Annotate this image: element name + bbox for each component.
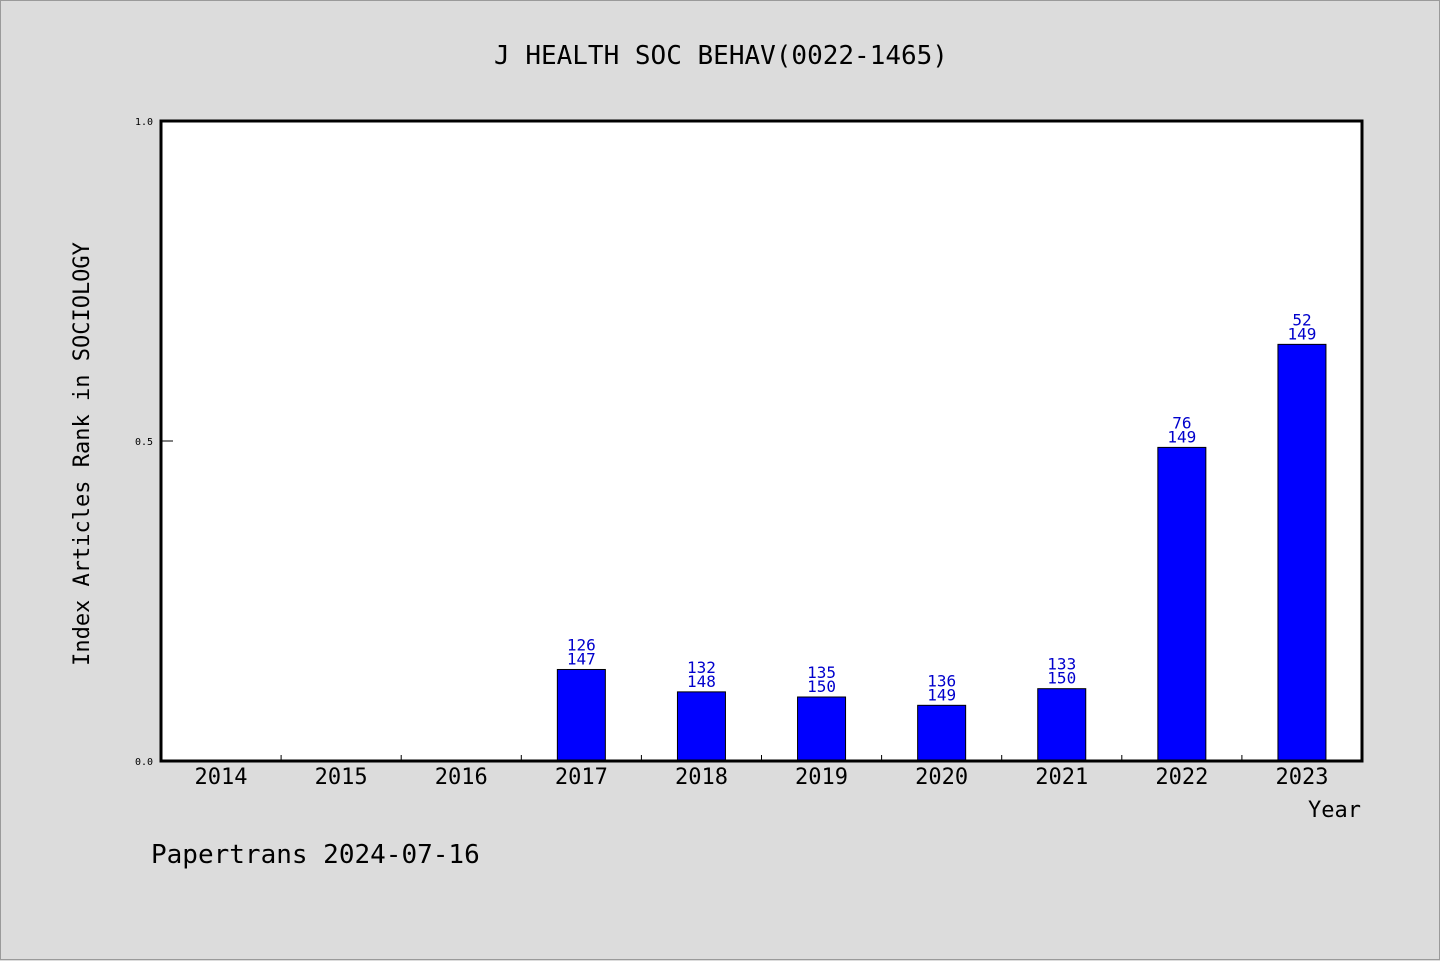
data-label-rank: 76 bbox=[1172, 413, 1191, 432]
bar-2023 bbox=[1277, 343, 1327, 762]
y-tick-label: 0.5 bbox=[135, 437, 153, 448]
y-axis-label: Index Articles Rank in SOCIOLOGY bbox=[70, 242, 95, 666]
x-tick-label: 2015 bbox=[315, 765, 368, 790]
data-label-rank: 126 bbox=[567, 635, 596, 654]
footer-credit: Papertrans 2024-07-16 bbox=[151, 840, 480, 870]
bar-2019 bbox=[797, 696, 847, 762]
x-axis-label: Year bbox=[1308, 798, 1361, 823]
bar-2017 bbox=[556, 668, 606, 762]
data-label-total: 147 bbox=[567, 649, 596, 668]
x-tick-label: 2022 bbox=[1155, 765, 1208, 790]
data-label-rank: 135 bbox=[807, 663, 836, 682]
data-label-total: 150 bbox=[807, 677, 836, 696]
x-axis-ticks: 2014 2015 2016 2017 2018 2019 2020 2021 2022 2023 bbox=[195, 755, 1328, 790]
data-label-total: 149 bbox=[1287, 324, 1316, 343]
data-label-rank: 132 bbox=[687, 658, 716, 677]
x-tick-label: 2023 bbox=[1275, 765, 1328, 790]
data-label-total: 148 bbox=[687, 672, 716, 691]
data-label-rank: 52 bbox=[1292, 310, 1311, 329]
data-label-total: 149 bbox=[1167, 427, 1196, 446]
y-tick-label: 0.0 bbox=[135, 757, 153, 768]
x-tick-label: 2016 bbox=[435, 765, 488, 790]
bar-2018 bbox=[676, 691, 726, 762]
data-label-rank: 133 bbox=[1047, 655, 1076, 674]
data-label-total: 149 bbox=[927, 685, 956, 704]
x-tick-label: 2018 bbox=[675, 765, 728, 790]
x-tick-label: 2019 bbox=[795, 765, 848, 790]
x-tick-label: 2020 bbox=[915, 765, 968, 790]
data-label-rank: 136 bbox=[927, 671, 956, 690]
bars-group bbox=[556, 343, 1327, 762]
bar-2021 bbox=[1037, 688, 1087, 762]
y-axis-ticks: 0.0 0.5 1.0 bbox=[135, 117, 173, 768]
bar-2020 bbox=[917, 704, 967, 762]
bar-2022 bbox=[1157, 446, 1207, 762]
x-tick-label: 2014 bbox=[195, 765, 248, 790]
chart-title: J HEALTH SOC BEHAV(0022-1465) bbox=[494, 41, 948, 71]
x-tick-label: 2021 bbox=[1035, 765, 1088, 790]
y-tick-label: 1.0 bbox=[135, 117, 153, 128]
data-label-total: 150 bbox=[1047, 669, 1076, 688]
x-tick-label: 2017 bbox=[555, 765, 608, 790]
